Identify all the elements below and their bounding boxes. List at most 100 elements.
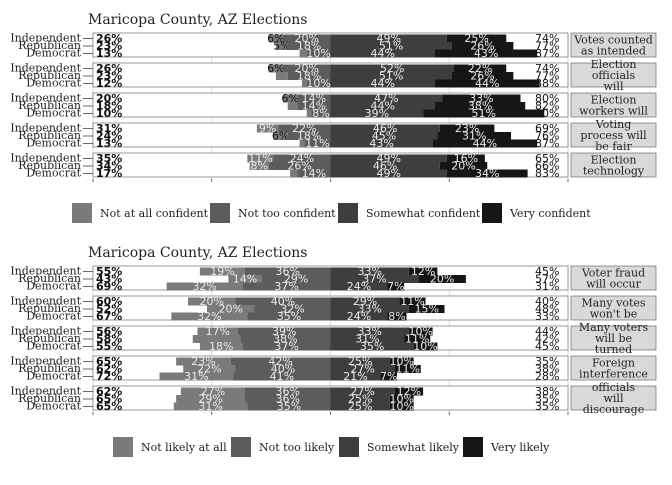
bar-segment-very-confident bbox=[432, 139, 538, 148]
bar-segment-somewhat-confident bbox=[330, 169, 447, 178]
group-label: Independent bbox=[10, 62, 81, 75]
facet-2: Many votes won't be Independent 60% 40% 20% 40… bbox=[10, 295, 657, 323]
group-label: Democrat bbox=[26, 280, 81, 293]
group-label: Republican bbox=[18, 362, 81, 375]
group-label: Independent bbox=[10, 325, 81, 338]
bar-segment-very-confident bbox=[451, 42, 514, 50]
group-label: Democrat bbox=[26, 400, 81, 413]
bar-segment-very-confident bbox=[442, 94, 521, 103]
bar-row-democrat: Democrat 10% 90%8% 39% 51% bbox=[26, 107, 559, 121]
segment-value-label: 24% bbox=[347, 280, 371, 293]
right-total-label: 66% bbox=[535, 160, 559, 173]
left-total-label: 13% bbox=[96, 47, 122, 60]
bar-segment-not-too-confident bbox=[306, 79, 331, 88]
right-total-label: 77% bbox=[535, 70, 559, 83]
segment-value-label: 38% bbox=[273, 333, 297, 346]
group-label: Independent bbox=[10, 265, 81, 278]
group-label: Republican bbox=[18, 129, 81, 142]
bar-row-republican: Republican 43% 57% 14% 29% 37% 20% bbox=[18, 272, 559, 286]
segment-value-label: 39% bbox=[272, 325, 296, 338]
left-total-label: 65% bbox=[96, 393, 122, 406]
bar-segment-not-too-likely bbox=[247, 402, 331, 411]
bar-segment-not-at-all-confident bbox=[247, 154, 274, 163]
group-label: Democrat bbox=[26, 137, 81, 150]
bar-row-independent: Independent 62% 38% 27% 36% 27% 12% bbox=[10, 385, 559, 399]
segment-value-label: 10% bbox=[306, 77, 330, 90]
bar-segment-not-too-likely bbox=[245, 387, 331, 396]
right-total-label: 77% bbox=[535, 40, 559, 53]
bar-segment-somewhat-likely bbox=[330, 342, 414, 351]
segment-value-label: 14% bbox=[302, 100, 326, 113]
facet-label: Election technology bbox=[583, 154, 645, 178]
segment-value-label: 18% bbox=[209, 340, 233, 353]
facet-strip bbox=[570, 92, 657, 118]
segment-value-label: 31% bbox=[355, 333, 379, 346]
bar-segment-somewhat-confident bbox=[330, 64, 454, 73]
legend: Not at all confident Not too confident Som… bbox=[72, 203, 591, 223]
bar-segment-not-at-all-confident bbox=[287, 102, 298, 110]
bar-row-republican: Republican 24% 76% 6% 18% 45% 31% bbox=[18, 129, 559, 143]
right-total-label: 82% bbox=[535, 100, 559, 113]
facet-label-line: officials bbox=[592, 69, 636, 82]
bar-segment-very-confident bbox=[446, 154, 485, 163]
bar-segment-somewhat-confident bbox=[330, 132, 438, 140]
bar-segment-not-at-all-confident bbox=[283, 94, 298, 103]
facet-label-line: will bbox=[604, 392, 624, 405]
bar-segment-very-likely bbox=[389, 395, 414, 403]
right-total-label: 33% bbox=[535, 310, 559, 323]
bar-segment-somewhat-likely bbox=[330, 282, 388, 291]
facet-label-line: Voting bbox=[595, 118, 632, 131]
segment-value-label: 20% bbox=[430, 273, 454, 286]
segment-value-label: 34% bbox=[475, 167, 499, 180]
facet-label-line: process will bbox=[580, 129, 647, 142]
left-total-label: 69% bbox=[96, 280, 122, 293]
facet-label-line: will be bbox=[595, 332, 632, 345]
left-total-label: 18% bbox=[96, 100, 122, 113]
bar-segment-somewhat-confident bbox=[330, 109, 424, 118]
bar-segment-very-likely bbox=[394, 387, 424, 396]
bar-row-democrat: Democrat 65% 35% 31% 35% 25% 10% bbox=[26, 400, 559, 414]
bar-row-republican: Republican 58% 42% 38% 31% 11% bbox=[18, 332, 559, 346]
chart-title: Maricopa County, AZ Elections bbox=[88, 12, 307, 28]
segment-value-label: 31% bbox=[462, 130, 486, 143]
group-label: Independent bbox=[10, 122, 81, 135]
bar-segment-very-confident bbox=[435, 49, 538, 58]
bar-row-independent: Independent 26% 74% 6% 20% 52% 22% bbox=[10, 62, 559, 76]
left-total-label: 23% bbox=[96, 70, 122, 83]
facet-label: Voter fraud will occur bbox=[581, 267, 645, 291]
right-total-label: 80% bbox=[535, 92, 559, 105]
bar-segment-very-likely bbox=[380, 372, 397, 381]
segment-value-label: 14% bbox=[302, 167, 326, 180]
segment-value-label: 37% bbox=[274, 340, 298, 353]
segment-value-label: 15% bbox=[414, 303, 438, 316]
facet-5: officials will discourage Independent 62% 38%… bbox=[10, 381, 657, 416]
segment-value-label: 38% bbox=[468, 100, 492, 113]
left-total-label: 55% bbox=[96, 265, 122, 278]
bar-row-democrat: Democrat 69% 31% 32% 37% 24% 7% bbox=[26, 280, 559, 294]
facet-4: Foreign interference Independent 65% 35% 23% 4… bbox=[10, 355, 657, 383]
bar-segment-somewhat-confident bbox=[330, 124, 440, 133]
bar-row-independent: Independent 26% 74% 6% 20% 49% 25% bbox=[10, 32, 559, 46]
left-total-label: 56% bbox=[96, 325, 122, 338]
left-total-label: 10% bbox=[96, 107, 122, 120]
bar-segment-not-at-all-confident bbox=[299, 49, 307, 58]
group-label: Democrat bbox=[26, 370, 81, 383]
legend-swatch bbox=[339, 437, 359, 457]
left-total-label: 55% bbox=[96, 340, 122, 353]
bar-segment-not-likely-at-all bbox=[192, 335, 241, 343]
bar-segment-somewhat-likely bbox=[330, 402, 390, 411]
bar-segment-very-confident bbox=[435, 79, 540, 88]
segment-value-label: 22% bbox=[468, 62, 492, 75]
bar-segment-not-at-all-confident bbox=[249, 162, 269, 170]
bar-segment-somewhat-likely bbox=[330, 267, 409, 276]
left-total-label: 52% bbox=[96, 303, 122, 316]
bar-segment-very-likely bbox=[418, 275, 466, 283]
bar-segment-not-at-all-confident bbox=[256, 124, 279, 133]
facet-label-line: interference bbox=[579, 368, 648, 381]
bar-segment-not-likely-at-all bbox=[176, 357, 231, 366]
group-label: Republican bbox=[18, 159, 81, 172]
bar-segment-not-likely-at-all bbox=[183, 365, 236, 373]
group-label: Republican bbox=[18, 39, 81, 52]
group-label: Republican bbox=[18, 332, 81, 345]
facet-label-line: workers will bbox=[579, 105, 648, 118]
